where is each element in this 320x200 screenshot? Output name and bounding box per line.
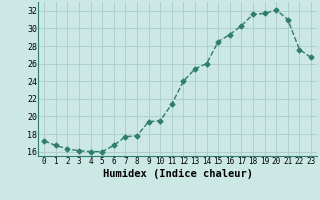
X-axis label: Humidex (Indice chaleur): Humidex (Indice chaleur) bbox=[103, 169, 252, 179]
